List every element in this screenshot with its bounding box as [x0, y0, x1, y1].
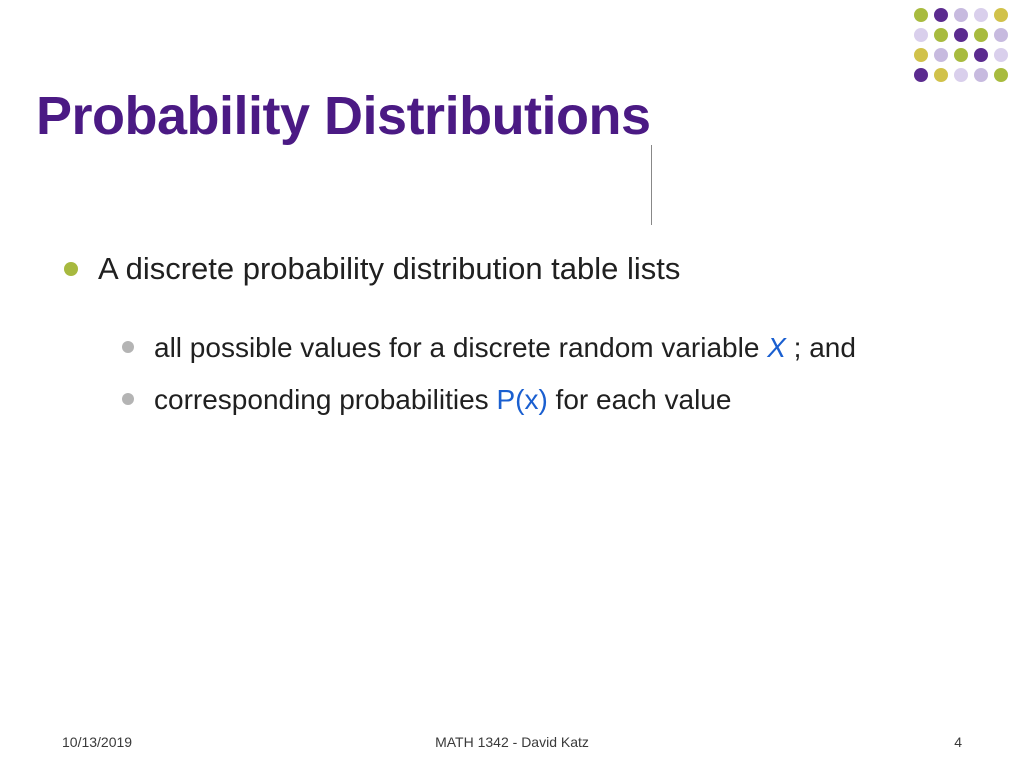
bullet-text: corresponding probabilities [154, 384, 496, 415]
bullet-l2-item: corresponding probabilities P(x) for eac… [118, 381, 964, 419]
deco-dot [914, 28, 928, 42]
variable-px: P(x) [496, 384, 547, 415]
deco-dot [934, 68, 948, 82]
deco-dot [934, 8, 948, 22]
title-divider [651, 145, 652, 225]
deco-dot [994, 28, 1008, 42]
content-area: A discrete probability distribution tabl… [60, 250, 964, 458]
bullet-text: ; and [786, 332, 856, 363]
deco-dot [954, 48, 968, 62]
deco-dot [974, 48, 988, 62]
bullet-list-l1: A discrete probability distribution tabl… [60, 250, 964, 418]
variable-x: X [767, 332, 786, 363]
bullet-text: all possible values for a discrete rando… [154, 332, 767, 363]
footer-center: MATH 1342 - David Katz [0, 734, 1024, 750]
deco-dot [994, 48, 1008, 62]
deco-dot [954, 8, 968, 22]
footer-page-number: 4 [954, 734, 962, 750]
deco-dot [974, 28, 988, 42]
corner-decoration [902, 8, 1012, 88]
deco-dot [994, 8, 1008, 22]
deco-dot [934, 48, 948, 62]
deco-dot [914, 68, 928, 82]
bullet-text: A discrete probability distribution tabl… [98, 251, 680, 286]
deco-dot [934, 28, 948, 42]
deco-dot [994, 68, 1008, 82]
deco-dot [974, 8, 988, 22]
bullet-text: for each value [548, 384, 732, 415]
deco-dot [914, 8, 928, 22]
deco-dot [914, 48, 928, 62]
deco-dot [954, 28, 968, 42]
bullet-l2-item: all possible values for a discrete rando… [118, 329, 964, 367]
bullet-l1-item: A discrete probability distribution tabl… [60, 250, 964, 418]
slide-title: Probability Distributions [36, 85, 984, 147]
deco-dot [954, 68, 968, 82]
deco-dot [974, 68, 988, 82]
slide: Probability Distributions A discrete pro… [0, 0, 1024, 768]
bullet-list-l2: all possible values for a discrete rando… [118, 329, 964, 419]
title-area: Probability Distributions [36, 85, 984, 147]
